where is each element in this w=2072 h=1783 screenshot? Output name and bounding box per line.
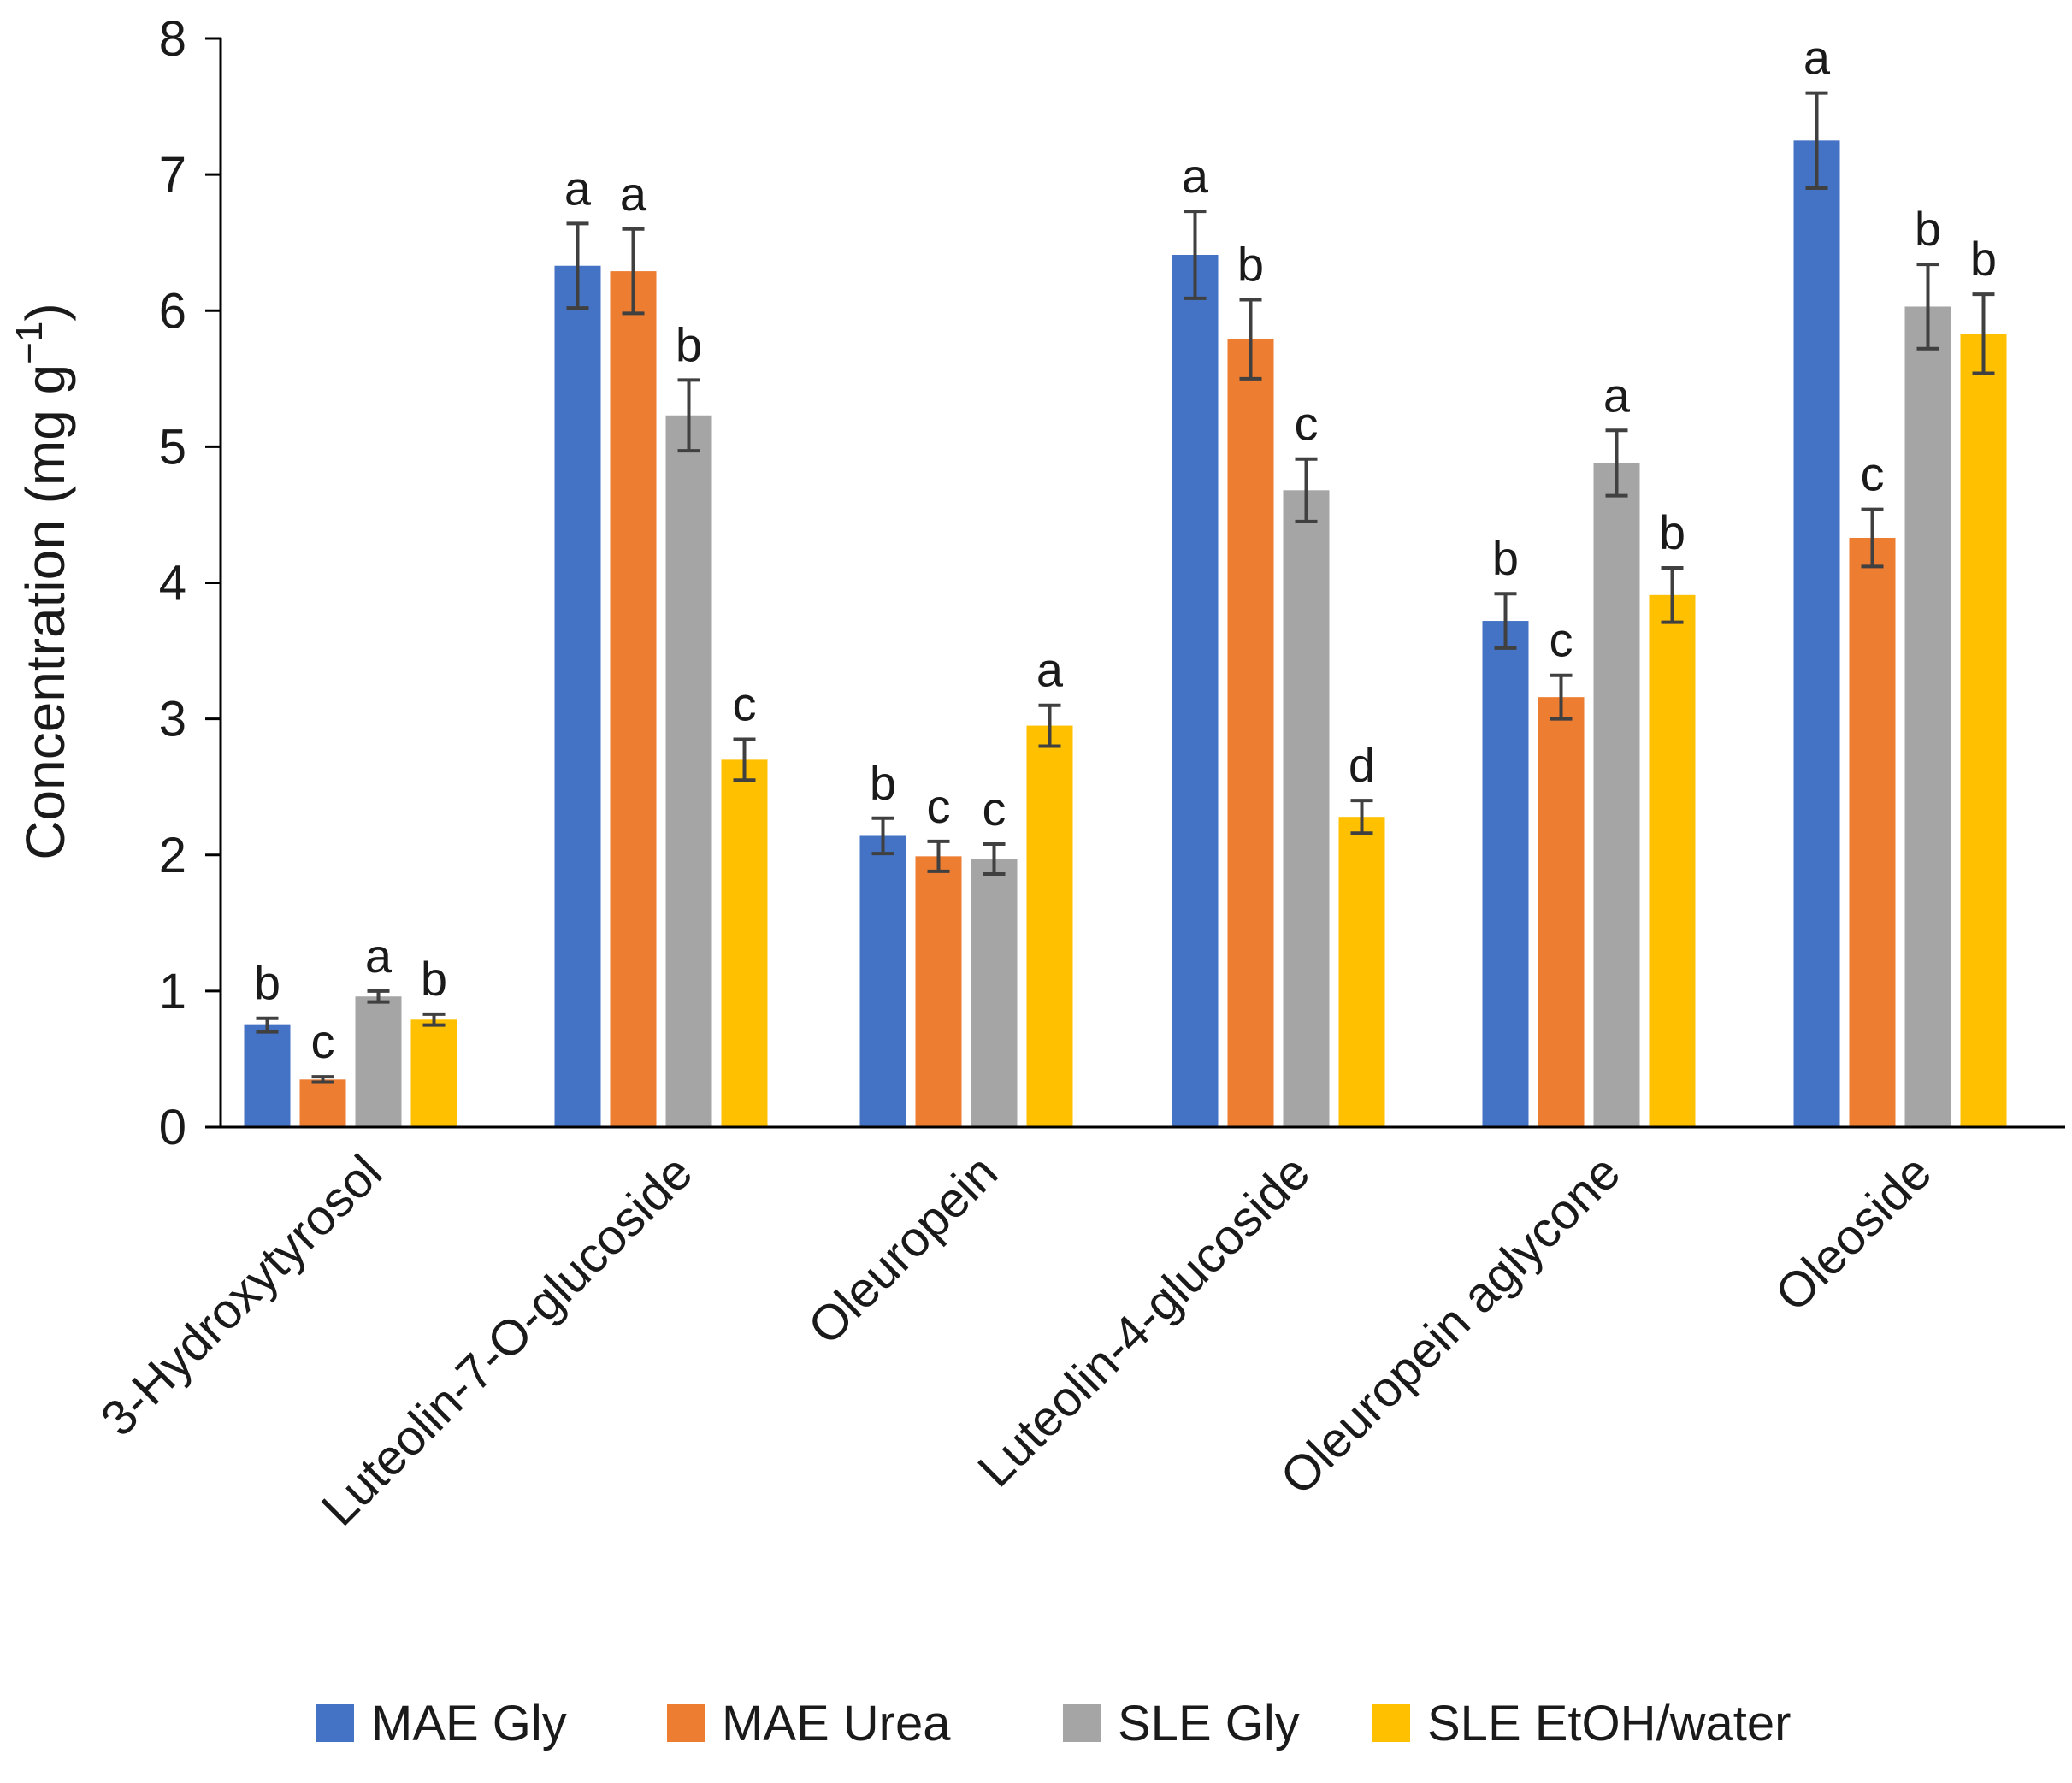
bar [1172, 255, 1219, 1127]
error-bars-layer [256, 91, 1995, 1084]
legend-label: MAE Gly [371, 1696, 567, 1751]
bar [665, 415, 712, 1127]
significance-letter: a [620, 167, 647, 221]
significance-letter: a [1036, 643, 1064, 697]
bar [244, 1024, 291, 1127]
significance-letter: c [983, 782, 1006, 835]
significance-letter: c [927, 779, 951, 833]
significance-letter: c [1861, 447, 1885, 501]
category-label: Oleuropein [798, 1144, 1009, 1355]
category-label: Oleuropein aglycone [1270, 1144, 1631, 1505]
significance-letter: a [365, 929, 393, 983]
significance-letter: b [421, 952, 447, 1006]
legend-swatch [316, 1704, 354, 1742]
legend-label: MAE Urea [722, 1696, 951, 1751]
legend-label: SLE Gly [1118, 1696, 1300, 1751]
axes-layer [219, 38, 2065, 1129]
significance-letter: b [1237, 238, 1264, 292]
legend-swatch [1372, 1704, 1410, 1742]
y-tick-label: 6 [159, 283, 186, 339]
bar [1904, 306, 1951, 1127]
legend-swatch [667, 1704, 705, 1742]
category-label: Oleoside [1764, 1144, 1942, 1322]
bar [1793, 140, 1840, 1127]
y-tick-label: 3 [159, 692, 186, 747]
significance-letter: a [1182, 149, 1209, 203]
significance-letter: c [1550, 613, 1573, 667]
bar [410, 1019, 457, 1127]
y-tick-label: 2 [159, 828, 186, 883]
category-label: Luteolin-4-glucoside [967, 1144, 1320, 1497]
y-tick-label: 1 [159, 964, 186, 1019]
significance-letter: c [1295, 397, 1319, 451]
significance-letter: b [1970, 232, 1997, 286]
significance-letter: b [1915, 202, 1941, 256]
bar [859, 835, 906, 1127]
y-tick-label: 5 [159, 419, 186, 475]
bar [1593, 463, 1640, 1127]
y-tick-label: 0 [159, 1100, 186, 1155]
bar [1649, 594, 1696, 1127]
bar [1338, 817, 1385, 1127]
bar [1538, 697, 1585, 1127]
significance-letter: a [564, 161, 592, 215]
bar [971, 859, 1018, 1127]
bars-layer [244, 140, 2007, 1127]
bar [355, 996, 402, 1127]
bar [1227, 339, 1274, 1127]
bar [1849, 537, 1896, 1127]
significance-letter: b [676, 317, 702, 371]
significance-letter: c [311, 1014, 335, 1068]
bar [1283, 490, 1330, 1127]
bar [554, 265, 601, 1127]
bar [1026, 725, 1073, 1127]
bar [610, 271, 657, 1127]
y-tick-label: 4 [159, 556, 186, 611]
significance-letter: a [1803, 31, 1831, 85]
legend: MAE Gly MAE Urea SLE Gly SLE EtOH/water [316, 1696, 1791, 1751]
significance-letter: d [1349, 738, 1375, 792]
significance-letter: b [870, 756, 896, 810]
legend-label: SLE EtOH/water [1427, 1696, 1791, 1751]
legend-swatch [1063, 1704, 1101, 1742]
y-tick-label: 8 [159, 11, 186, 67]
bar [299, 1079, 346, 1127]
significance-letter: b [1659, 505, 1685, 559]
bar [1960, 334, 2007, 1127]
y-ticks-layer: 0 1 2 3 4 5 6 7 8 [159, 11, 221, 1155]
y-axis-title-superscript: −1 [9, 322, 50, 364]
y-axis-title-close: ) [15, 303, 76, 321]
y-axis-title: Concentration (mg g−1) [9, 303, 76, 859]
significance-letter: a [1603, 368, 1631, 422]
bar [915, 856, 962, 1127]
bar [721, 759, 768, 1127]
y-tick-label: 7 [159, 147, 186, 203]
bar [1482, 621, 1529, 1127]
significance-letter: b [254, 956, 280, 1010]
significance-letter: b [1492, 531, 1519, 585]
y-axis-title-main: Concentration (mg g [15, 364, 76, 860]
significance-letter: c [733, 676, 757, 730]
category-label: 3-Hydroxytyrosol [91, 1144, 393, 1447]
